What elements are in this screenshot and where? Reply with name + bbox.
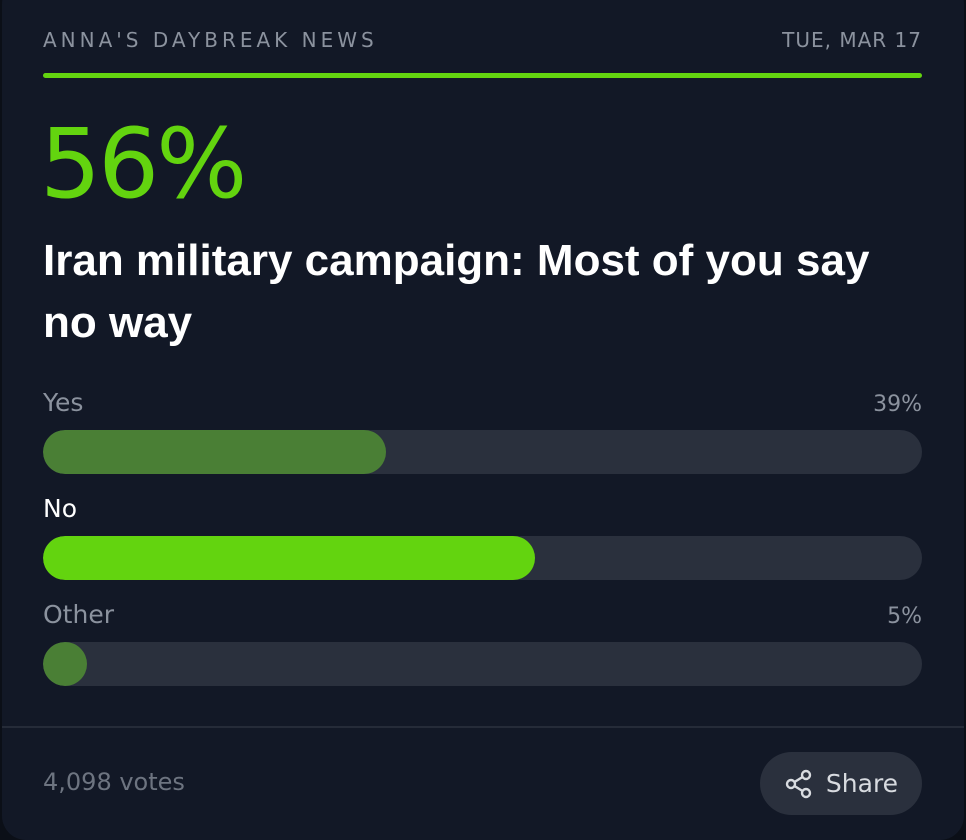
bar-track xyxy=(43,430,922,474)
option-percent: 5% xyxy=(887,604,922,629)
share-icon xyxy=(785,769,812,798)
bar-fill xyxy=(43,536,536,580)
divider xyxy=(2,726,964,728)
option-row: Other 5% xyxy=(43,600,922,706)
bar-track xyxy=(43,642,922,686)
option-label: No xyxy=(43,494,77,523)
accent-rule xyxy=(43,73,922,78)
option-label: Yes xyxy=(43,388,84,417)
options: Yes 39% No Other 5% xyxy=(43,388,922,706)
share-label[interactable]: Share xyxy=(825,769,899,798)
stat: 56% xyxy=(40,108,247,220)
option-row: No xyxy=(43,494,922,600)
bar-fill xyxy=(43,430,386,474)
option-label: Other xyxy=(43,600,114,629)
option-row: Yes 39% xyxy=(43,388,922,494)
brand: ANNA'S DAYBREAK NEWS xyxy=(43,28,378,52)
headline: Iran military campaign: Most of you say … xyxy=(43,236,870,347)
share-button[interactable]: Share xyxy=(760,752,922,815)
bar-fill xyxy=(43,642,87,686)
date: TUE, MAR 17 xyxy=(782,28,922,52)
bar-track xyxy=(43,536,922,580)
vote-count: 4,098 votes xyxy=(43,768,185,796)
option-percent: 39% xyxy=(873,392,922,417)
